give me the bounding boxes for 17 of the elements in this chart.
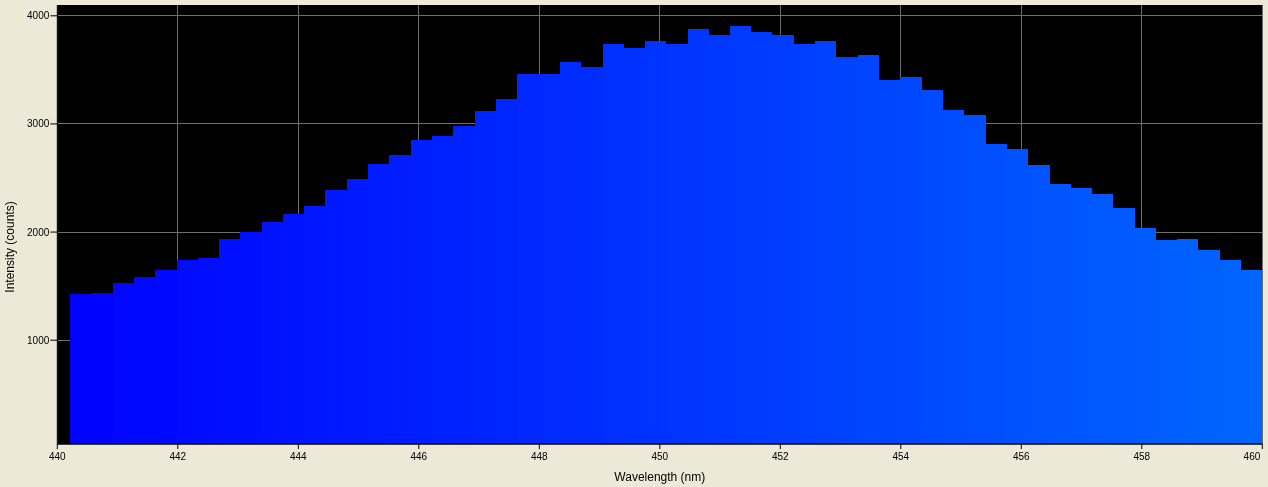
y-tick-label: 3000 — [27, 118, 50, 130]
y-axis-title: Intensity (counts) — [3, 201, 17, 293]
x-tick-label: 446 — [410, 451, 428, 462]
x-tick-label: 460 — [1243, 451, 1261, 462]
y-tick-label: 1000 — [27, 334, 50, 346]
x-tick-label: 456 — [1012, 451, 1031, 462]
x-tick-label: 450 — [651, 451, 669, 462]
x-tick-label: 442 — [169, 451, 187, 462]
x-tick-label: 454 — [892, 451, 910, 462]
x-tick-label: 444 — [289, 451, 308, 462]
y-tick-label: 4000 — [27, 10, 50, 22]
x-axis-title: Wavelength (nm) — [614, 470, 706, 484]
x-tick-label: 440 — [48, 451, 67, 462]
x-tick-label: 452 — [771, 451, 790, 462]
y-tick-label: 2000 — [27, 226, 50, 238]
x-tick-label: 458 — [1133, 451, 1151, 462]
x-tick-label: 448 — [530, 451, 549, 462]
